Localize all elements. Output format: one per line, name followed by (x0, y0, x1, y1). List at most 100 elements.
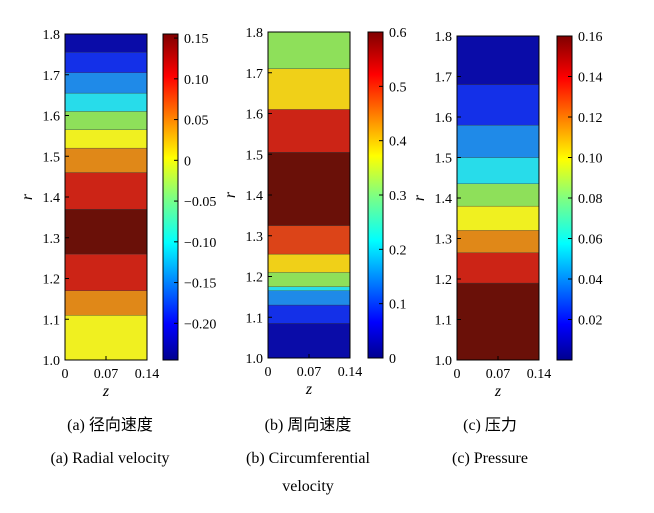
colorbar-tick-label: 0.06 (578, 233, 603, 248)
y-tick-label: 1.5 (43, 150, 61, 165)
colorbar-tick-label: 0.10 (578, 152, 603, 167)
heatmap-band (456, 205, 540, 231)
y-axis-label: r (222, 191, 239, 198)
colorbar-tick-label: 0.4 (389, 135, 407, 150)
heatmap-band (267, 109, 351, 153)
y-tick-label: 1.3 (246, 230, 264, 245)
y-tick-label: 1.5 (435, 152, 453, 167)
y-tick-label: 1.7 (43, 69, 61, 84)
colorbar-tick-label: 0.16 (578, 30, 603, 45)
colorbar-tick-label: −0.05 (184, 195, 216, 210)
colorbar-tick-label: 0 (389, 352, 396, 367)
colorbar: 0.16 0.14 0.12 0.10 0.08 0.06 0.04 0.02 (556, 30, 603, 361)
heatmap-band (456, 252, 540, 284)
x-tick-label: 0.14 (338, 365, 363, 380)
caption-en: (a) Radial velocity (50, 450, 169, 467)
colorbar-tick-label: 0.6 (389, 26, 407, 41)
heatmap-band (64, 209, 148, 255)
colorbar-tick-label: 0.1 (389, 298, 407, 313)
heatmap-band (64, 147, 148, 173)
colorbar-tick-label: 0.04 (578, 273, 603, 288)
heatmap-band (267, 31, 351, 69)
x-axis-label: z (102, 383, 110, 400)
x-axis: 0 0.07 0.14 (62, 356, 159, 382)
y-axis: 1.0 1.1 1.2 1.3 1.4 1.5 1.6 1.7 1.8 (246, 26, 272, 367)
panel-radial-velocity: 1.01.11.21.31.41.51.61.71.8 0 0.07 0.14 r … (19, 28, 216, 467)
heatmap-band (64, 92, 148, 112)
heatmap-band (456, 84, 540, 126)
heatmap-band (64, 290, 148, 316)
x-tick-label: 0.14 (527, 367, 552, 382)
y-tick-label: 1.8 (43, 28, 61, 43)
caption-en-line2: velocity (282, 478, 334, 495)
y-axis: 1.0 1.1 1.2 1.3 1.4 1.5 1.6 1.7 1.8 (43, 28, 69, 369)
heatmap-band (267, 323, 351, 359)
colorbar-tick-label: 0.14 (578, 71, 603, 86)
y-axis: 1.0 1.1 1.2 1.3 1.4 1.5 1.6 1.7 1.8 (435, 30, 461, 369)
x-tick-label: 0.07 (297, 365, 322, 380)
y-tick-label: 1.0 (246, 352, 264, 367)
heatmap-band (267, 68, 351, 110)
heatmap-band (267, 286, 351, 291)
caption-cn: (c) 压力 (463, 416, 517, 434)
heatmap-band (267, 272, 351, 287)
y-tick-label: 1.5 (246, 148, 264, 163)
x-tick-label: 0 (62, 367, 69, 382)
caption-en: (b) Circumferential (246, 450, 371, 467)
heatmap-band (456, 124, 540, 158)
heatmap-band (267, 290, 351, 306)
heatmap-band (64, 33, 148, 53)
y-tick-label: 1.6 (435, 111, 453, 126)
panel-circumferential-velocity: 1.01.11.21.31.41.51.61.71.8 0 0.07 0.14 r … (222, 26, 407, 495)
y-tick-label: 1.6 (246, 108, 264, 123)
x-tick-label: 0.07 (486, 367, 511, 382)
colorbar-tick-label: 0.3 (389, 189, 407, 204)
y-tick-label: 1.4 (43, 191, 61, 206)
caption-en: (c) Pressure (452, 450, 528, 467)
caption-cn: (b) 周向速度 (265, 416, 352, 434)
heatmap-band (64, 72, 148, 94)
y-tick-label: 1.7 (246, 67, 264, 82)
x-axis-label: z (305, 381, 313, 398)
heatmap-bands (64, 33, 148, 361)
y-tick-label: 1.0 (435, 354, 453, 369)
heatmap-bands (456, 35, 540, 361)
y-tick-label: 1.6 (43, 110, 61, 125)
y-tick-label: 1.2 (43, 273, 61, 288)
colorbar: 0.6 0.5 0.4 0.3 0.2 0.1 0 (367, 26, 407, 367)
colorbar-tick-label: 0.10 (184, 73, 209, 88)
y-tick-label: 1.7 (435, 71, 453, 86)
colorbar-gradient (162, 33, 179, 361)
colorbar-tick-label: 0.02 (578, 314, 603, 329)
y-tick-label: 1.3 (435, 233, 453, 248)
colorbar-tick-label: 0.2 (389, 243, 407, 258)
colorbar-tick-label: −0.10 (184, 236, 216, 251)
x-axis: 0 0.07 0.14 (265, 354, 363, 380)
heatmap-band (64, 253, 148, 291)
y-tick-label: 1.2 (435, 273, 453, 288)
panel-pressure: 1.01.11.21.31.41.51.61.71.8 0 0.07 0.14 r … (411, 30, 603, 467)
y-tick-label: 1.3 (43, 232, 61, 247)
y-tick-label: 1.4 (246, 189, 264, 204)
x-axis-label: z (494, 383, 502, 400)
colorbar: 0.15 0.10 0.05 0 −0.05 −0.10 −0.15 −0.20 (162, 32, 216, 361)
y-axis-label: r (19, 193, 36, 200)
heatmap-band (456, 230, 540, 253)
heatmap-band (456, 282, 540, 361)
x-tick-label: 0 (265, 365, 272, 380)
y-tick-label: 1.0 (43, 354, 61, 369)
y-tick-label: 1.8 (435, 30, 453, 45)
y-tick-label: 1.1 (43, 313, 61, 328)
heatmap-band (456, 157, 540, 184)
y-tick-label: 1.4 (435, 192, 453, 207)
colorbar-tick-label: 0.5 (389, 80, 407, 95)
colorbar-tick-label: 0.08 (578, 192, 603, 207)
heatmap-band (267, 152, 351, 226)
heatmap-band (64, 52, 148, 73)
heatmap-band (267, 304, 351, 324)
colorbar-tick-label: 0.05 (184, 114, 209, 129)
heatmap-band (456, 35, 540, 85)
heatmap-band (64, 315, 148, 361)
x-axis: 0 0.07 0.14 (454, 356, 552, 382)
